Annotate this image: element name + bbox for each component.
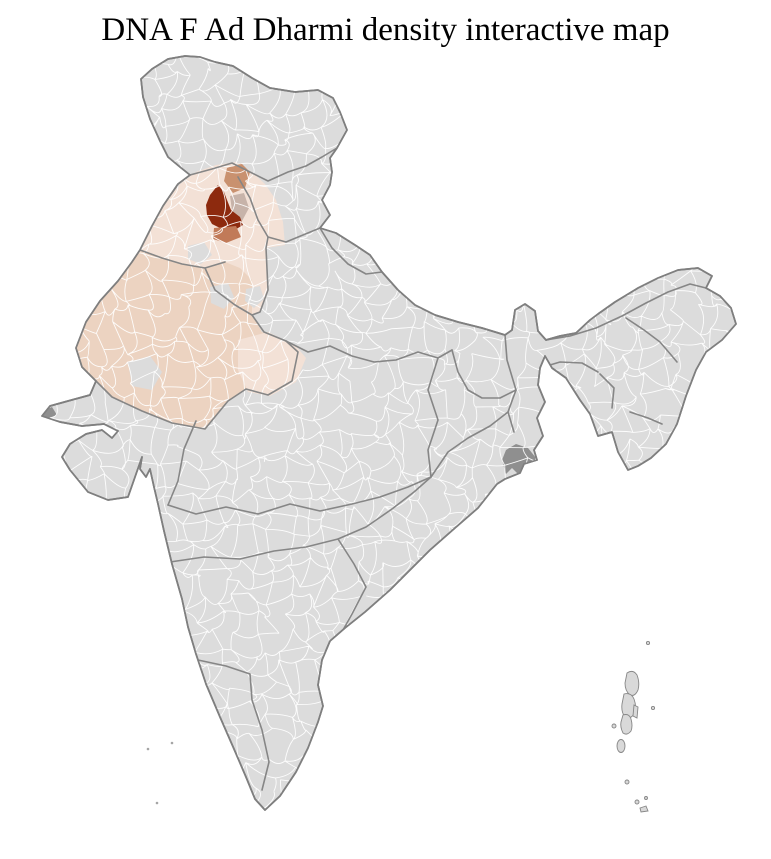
district-medium-density-east[interactable] [230, 193, 249, 221]
region-north-mp-low-density[interactable] [238, 332, 306, 396]
district-highest-density[interactable] [206, 185, 243, 231]
district-no-data[interactable] [245, 286, 264, 308]
andaman-nicobar-islands[interactable] [611, 640, 656, 813]
state-borders [95, 147, 707, 791]
page-title: DNA F Ad Dharmi density interactive map [101, 12, 670, 48]
india-outline-stroke [41, 55, 737, 811]
lakshadweep-islands[interactable] [146, 741, 174, 805]
